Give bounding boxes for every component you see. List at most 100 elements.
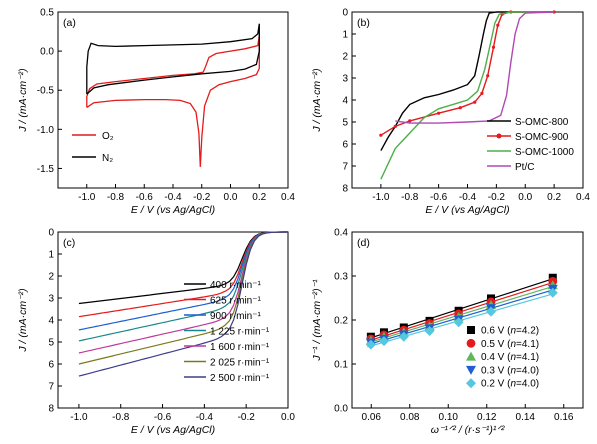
legend-label: S-OMC-800	[515, 117, 569, 128]
data-point	[485, 306, 496, 317]
y-tick-label: 0.0	[40, 47, 54, 58]
y-tick-label: 8	[342, 184, 348, 195]
data-point	[365, 339, 376, 350]
series-line	[395, 11, 555, 124]
x-tick-label: -0.2	[238, 412, 256, 423]
data-point	[491, 45, 496, 49]
fit-line	[367, 285, 556, 344]
series-line	[78, 231, 288, 305]
x-tick-label: 0.4	[281, 192, 295, 203]
data-point	[393, 124, 397, 128]
legend-label: 400 r·min⁻¹	[210, 280, 262, 291]
x-tick-label: -1.0	[78, 192, 96, 203]
x-tick-label: -0.2	[488, 192, 506, 203]
x-tick-label: -0.4	[196, 412, 214, 423]
y-tick-label: 8	[48, 404, 54, 415]
y-tick-label: 0.3	[334, 272, 348, 283]
y-tick-label: 1	[48, 250, 54, 261]
legend-label: S-OMC-900	[515, 132, 569, 143]
y-tick-label: 0.1	[334, 360, 348, 371]
y-tick-label: 2	[342, 52, 348, 63]
y-tick-label: 3	[48, 294, 54, 305]
y-axis-label: J / (mA·cm⁻²)	[17, 68, 29, 132]
panel-label: (c)	[63, 237, 75, 249]
y-tick-label: -1.5	[37, 164, 55, 175]
data-point	[379, 133, 383, 137]
x-tick-label: 0.10	[439, 412, 459, 423]
x-tick-label: -0.8	[401, 192, 419, 203]
legend-marker	[496, 133, 502, 139]
data-point	[378, 336, 389, 347]
data-point	[424, 326, 435, 336]
y-tick-label: 4	[48, 316, 54, 327]
x-tick-label: -0.8	[112, 412, 130, 423]
panel-d: 0.06 0.08 0.10 0.12 0.14 0.16 0.0 0.1 0.2 0.3 0.4 ω…	[311, 228, 584, 436]
legend-label: 0.5 V (n=4.1)	[481, 339, 539, 350]
legend-marker	[467, 326, 475, 334]
x-tick-label: 0.06	[362, 412, 382, 423]
y-tick-label: 7	[342, 162, 348, 173]
panel-c: -1.0 -0.8 -0.6 -0.4 -0.2 0.0 0 1 2 3 4 5 6 7 8 E / V (v…	[17, 228, 295, 437]
y-axis-label: J / (mA·cm⁻²)	[17, 288, 29, 352]
data-point	[480, 91, 484, 95]
x-axis-label: E / V (vs Ag/AgCl)	[425, 204, 509, 216]
series-line	[380, 11, 555, 180]
y-tick-label: 0	[342, 8, 348, 19]
y-tick-label: 0.0	[334, 404, 348, 415]
y-tick-label: 5	[48, 338, 54, 349]
legend-marker	[466, 365, 476, 375]
x-tick-label: 0.2	[252, 192, 266, 203]
legend-marker	[466, 378, 476, 389]
x-axis-label: ω⁻¹ᐟ² / (r·s⁻¹)¹ᐟ²	[431, 424, 505, 436]
series-line	[86, 35, 260, 167]
legend-label: N₂	[102, 153, 113, 164]
x-tick-label: 0.08	[400, 412, 420, 423]
panel-label: (d)	[357, 237, 370, 249]
x-tick-label: -0.2	[193, 192, 211, 203]
x-tick-label: -0.6	[136, 192, 154, 203]
x-tick-label: -1.0	[70, 412, 88, 423]
y-tick-label: -1.0	[37, 125, 55, 136]
y-tick-label: 5	[342, 118, 348, 129]
series-line	[380, 11, 555, 151]
data-point	[458, 106, 462, 110]
data-point	[408, 119, 412, 123]
legend-marker	[466, 351, 476, 361]
legend-label: 0.3 V (n=4.0)	[481, 365, 539, 376]
legend-label: 0.6 V (n=4.2)	[481, 326, 539, 337]
legend-label: 2 025 r·min⁻¹	[210, 358, 270, 369]
legend-label: 1 225 r·min⁻¹	[210, 327, 270, 338]
legend-label: 900 r·min⁻¹	[210, 311, 262, 322]
data-point	[398, 331, 409, 342]
x-tick-label: 0.12	[477, 412, 497, 423]
legend-label: 2 500 r·min⁻¹	[210, 373, 270, 384]
series-line	[86, 23, 260, 95]
legend-label: 625 r·min⁻¹	[210, 296, 262, 307]
y-tick-label: 0.5	[40, 8, 54, 19]
legend-label: S-OMC-1000	[515, 147, 574, 158]
x-tick-label: 0.2	[547, 192, 561, 203]
data-point	[437, 111, 441, 115]
x-axis-label: E / V (vs Ag/AgCl)	[131, 424, 215, 436]
x-tick-label: 0.4	[576, 192, 590, 203]
x-tick-label: 0.0	[281, 412, 295, 423]
y-tick-label: 3	[342, 74, 348, 85]
y-tick-label: 0.4	[334, 228, 348, 239]
x-tick-label: -0.8	[107, 192, 125, 203]
y-tick-label: 2	[48, 272, 54, 283]
x-tick-label: -1.0	[372, 192, 390, 203]
y-tick-label: 6	[342, 140, 348, 151]
legend-marker	[466, 338, 476, 348]
x-tick-label: -0.6	[430, 192, 448, 203]
x-tick-label: 0.16	[554, 412, 574, 423]
x-tick-label: 0.14	[516, 412, 536, 423]
x-axis-label: E / V (vs Ag/AgCl)	[131, 204, 215, 216]
legend-label: 0.2 V (n=4.0)	[481, 379, 539, 390]
data-point	[496, 23, 500, 27]
legend-label: 1 600 r·min⁻¹	[210, 342, 270, 353]
y-axis-label: J / (mA·cm⁻²)	[311, 68, 323, 132]
plot-frame	[351, 231, 584, 409]
y-tick-label: 1	[342, 30, 348, 41]
data-point	[547, 287, 558, 298]
